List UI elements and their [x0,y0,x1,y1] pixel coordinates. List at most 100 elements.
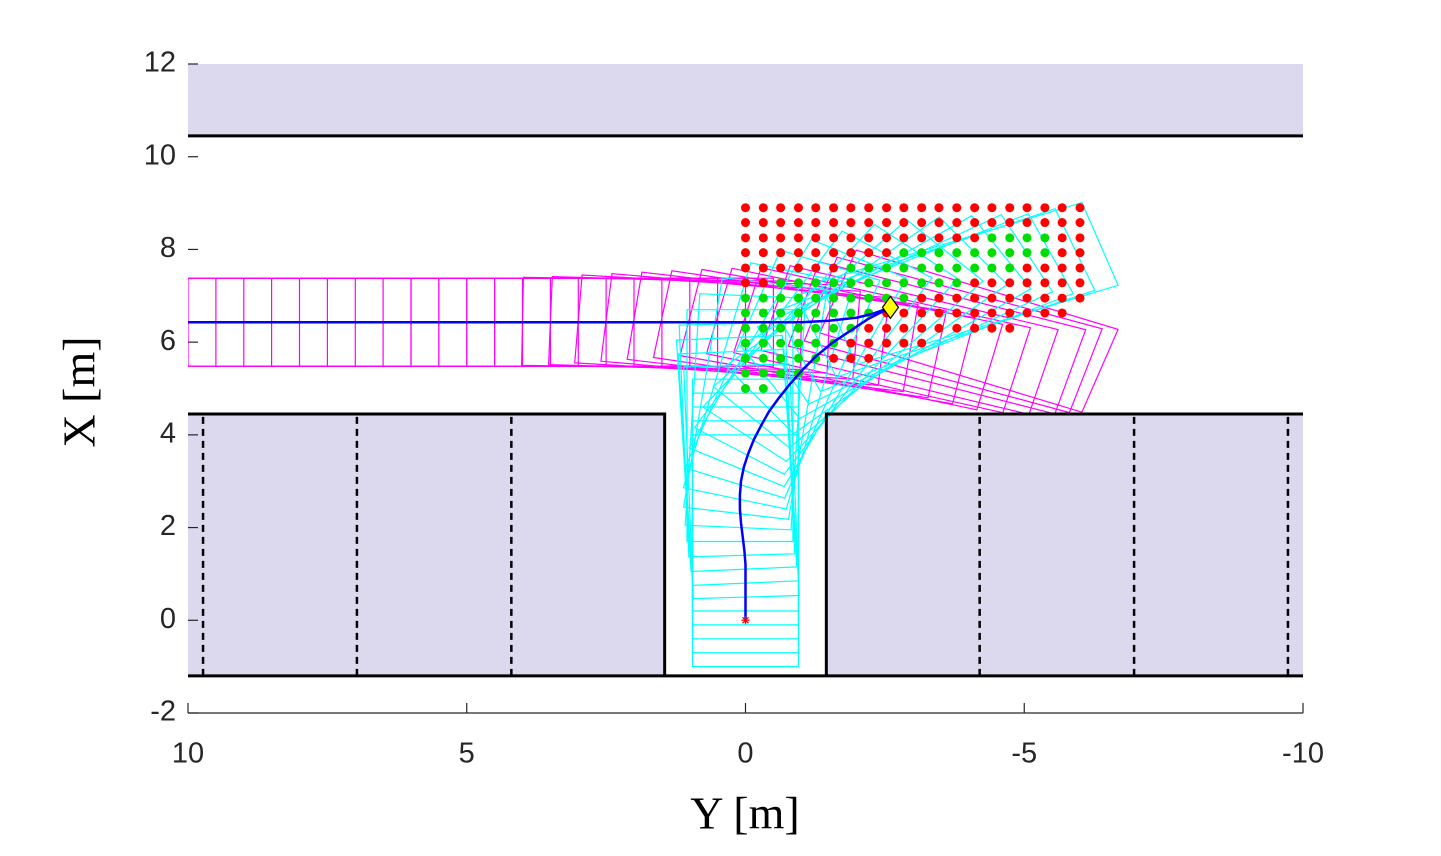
candidate-point [970,278,980,288]
y-tick-label: 8 [160,232,176,264]
vehicle-footprint [677,348,800,587]
candidate-point [758,248,768,258]
boundary-line [824,412,1303,676]
candidate-point [1075,203,1085,213]
y-tick-label: 12 [144,47,176,79]
candidate-point [1040,203,1050,213]
candidate-point [811,218,821,228]
candidate-point [882,248,892,258]
candidate-point [899,293,909,303]
candidate-point [793,308,803,318]
candidate-point [987,278,997,288]
candidate-point [758,308,768,318]
candidate-point [1075,263,1085,273]
candidate-point [776,203,786,213]
plot-area [188,64,1303,678]
candidate-point [741,263,750,273]
candidate-point [776,353,786,363]
candidate-point [934,233,944,243]
y-tick-label: 6 [160,325,176,357]
candidate-point [899,338,909,348]
candidate-point [934,263,944,273]
candidate-point [864,353,874,363]
candidate-point [758,293,768,303]
candidate-point [1005,218,1015,228]
candidate-point [829,293,839,303]
candidate-point [952,233,962,243]
obstacle-region [826,413,1303,676]
candidate-point [758,233,768,243]
candidate-point [970,323,980,333]
candidate-point [1040,233,1050,243]
candidate-point [934,218,944,228]
candidate-point [1005,293,1015,303]
candidate-point [1075,278,1085,288]
candidate-point [952,218,962,228]
x-tick-label: -5 [1011,738,1037,770]
candidate-point [776,323,786,333]
candidate-point [864,293,874,303]
candidate-point [741,353,750,363]
candidate-point [829,218,839,228]
candidate-point [776,368,786,378]
candidate-point [741,278,750,288]
candidate-point [758,323,768,333]
candidate-point [917,233,927,243]
candidate-point [934,293,944,303]
candidate-point [741,338,750,348]
candidate-point [793,293,803,303]
candidate-point [793,218,803,228]
candidate-point [811,293,821,303]
candidate-point [987,248,997,258]
candidate-point [1057,293,1067,303]
candidate-point [811,233,821,243]
x-axis-label: Y [m] [690,788,799,839]
candidate-point [917,248,927,258]
candidate-point [1022,233,1032,243]
candidate-point [846,338,856,348]
candidate-point [864,263,874,273]
obstacle-region [188,64,1303,136]
candidate-point [811,248,821,258]
candidate-point [917,203,927,213]
vehicle-footprint [739,215,1032,420]
path-line [738,306,892,621]
candidate-point [1075,248,1085,258]
candidate-point [882,218,892,228]
candidate-point [741,293,750,303]
vehicle-footprint [688,238,908,488]
candidate-point [846,293,856,303]
boundary-line [188,412,667,676]
candidate-point [758,278,768,288]
start-marker [741,616,750,625]
candidate-point [741,248,750,258]
candidate-point [1057,218,1067,228]
candidate-point [882,323,892,333]
vehicle-footprint [819,249,1119,413]
candidate-point [793,248,803,258]
candidate-point [811,278,821,288]
candidate-point [934,248,944,258]
candidate-point [917,278,927,288]
candidate-point [793,233,803,243]
candidate-point [829,233,839,243]
candidate-point [952,293,962,303]
candidate-point [934,308,944,318]
candidate-point [1040,278,1050,288]
candidate-point [1057,278,1067,288]
candidate-point [899,308,909,318]
candidate-point [899,203,909,213]
candidate-point [987,293,997,303]
y-tick-label: 2 [160,510,176,542]
candidate-point [811,203,821,213]
candidate-point [793,338,803,348]
candidate-point [1075,233,1085,243]
candidate-point [1022,278,1032,288]
candidate-point [970,293,980,303]
candidate-point [793,353,803,363]
candidate-point [758,263,768,273]
candidate-point [1075,218,1085,228]
candidate-point [1057,263,1067,273]
